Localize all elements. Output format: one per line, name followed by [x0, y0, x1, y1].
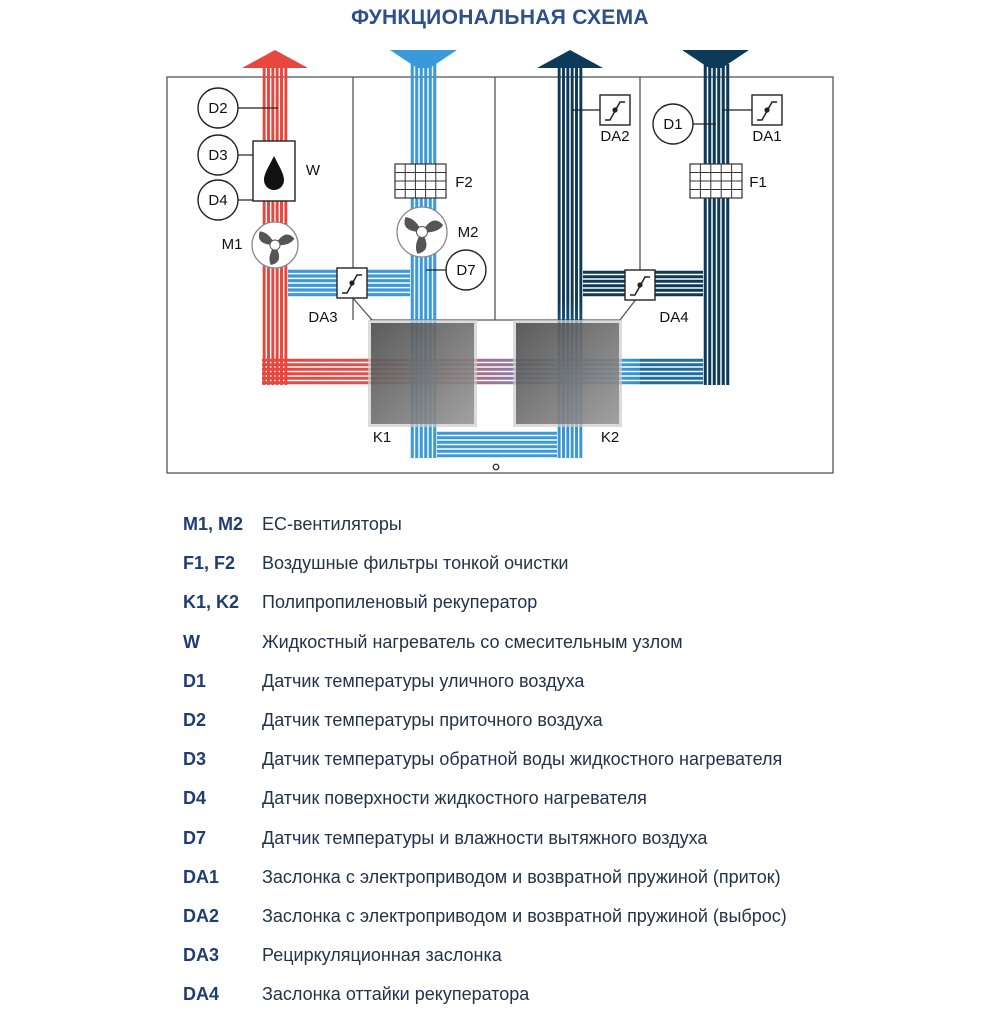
- page-title: ФУНКЦИОНАЛЬНАЯ СХЕМА: [351, 6, 649, 29]
- legend-description: Датчик температуры уличного воздуха: [262, 670, 585, 691]
- legend-key: DA3: [183, 945, 220, 966]
- legend-description: Датчик температуры приточного воздуха: [262, 710, 603, 731]
- legend-row: K1, K2 Полипропиленовый рекуператор: [183, 583, 983, 622]
- legend-row: D3 Датчик температуры обратной воды жидко…: [183, 740, 983, 779]
- functional-diagram: D2 D3 D4 W M1 DA3 F2 M2 D7 DA2 D1 DA1 F1 DA4 K1 K2: [166, 50, 834, 474]
- supply-outlet-arrow: [242, 50, 308, 68]
- legend-row: DA2 Заслонка с электроприводом и возвратн…: [183, 897, 983, 936]
- extract-bottom-duct: [437, 431, 557, 458]
- legend-row: D4 Датчик поверхности жидкостного нагрева…: [183, 779, 983, 818]
- label-da1: DA1: [752, 128, 781, 145]
- drain-icon: [492, 463, 500, 471]
- label-da2: DA2: [600, 128, 629, 145]
- label-k1: K1: [373, 429, 391, 446]
- legend-key: DA2: [183, 905, 220, 926]
- label-d1: D1: [663, 116, 682, 133]
- legend-key: DA4: [183, 984, 220, 1005]
- legend-description: Датчик температуры и влажности вытяжного…: [262, 827, 708, 848]
- outdoor-horizontal-duct: [640, 358, 703, 385]
- label-da3: DA3: [308, 309, 337, 326]
- filter-f1-icon: [689, 163, 743, 199]
- water-drop-icon: [264, 156, 284, 190]
- sensor-d7-icon: [445, 249, 487, 291]
- label-m1: M1: [222, 236, 243, 253]
- legend-key: K1, K2: [183, 592, 240, 613]
- legend-description: Воздушные фильтры тонкой очистки: [262, 553, 569, 574]
- unit-frame: [166, 76, 834, 474]
- legend-row: D7 Датчик температуры и влажности вытяжно…: [183, 819, 983, 858]
- legend-key: F1, F2: [183, 553, 236, 574]
- label-da4: DA4: [659, 309, 688, 326]
- sensor-d1-icon: [652, 103, 694, 145]
- legend-row: W Жидкостный нагреватель со смесительным …: [183, 623, 983, 662]
- legend-description: Датчик температуры обратной воды жидкост…: [262, 749, 783, 770]
- legend-description: Заслонка с электроприводом и возвратной …: [262, 905, 787, 926]
- extract-inlet-funnel: [390, 50, 457, 68]
- label-d2: D2: [208, 100, 227, 117]
- legend-key: D4: [183, 788, 207, 809]
- outdoor-inlet-funnel: [682, 50, 749, 68]
- label-d4: D4: [208, 192, 227, 209]
- label-d7: D7: [456, 262, 475, 279]
- recuperator-k1: [371, 323, 474, 424]
- legend-row: D2 Датчик температуры приточного воздуха: [183, 701, 983, 740]
- label-w: W: [306, 162, 321, 179]
- legend-row: DA3 Рециркуляционная заслонка: [183, 936, 983, 975]
- label-m2: M2: [458, 224, 479, 241]
- label-k2: K2: [601, 429, 619, 446]
- legend-row: M1, M2 ЕС-вентиляторы: [183, 505, 983, 544]
- sensor-d3-icon: [197, 134, 239, 176]
- legend-key: D7: [183, 827, 207, 848]
- label-f1: F1: [749, 174, 767, 191]
- legend-row: DA4 Заслонка оттайки рекуператора: [183, 975, 983, 1014]
- fan-m1-icon: [251, 221, 299, 269]
- legend-description: ЕС-вентиляторы: [262, 514, 402, 535]
- legend-description: Рециркуляционная заслонка: [262, 945, 502, 966]
- legend: M1, M2 ЕС-вентиляторы F1, F2 Воздушные филь…: [183, 505, 983, 1014]
- legend-description: Датчик поверхности жидкостного нагревате…: [262, 788, 647, 809]
- sensor-d2-icon: [197, 87, 239, 129]
- legend-description: Полипропиленовый рекуператор: [262, 592, 538, 613]
- outdoor-duct: [703, 64, 730, 385]
- sensor-d4-icon: [197, 179, 239, 221]
- legend-description: Жидкостный нагреватель со смесительным у…: [262, 631, 683, 652]
- legend-description: Заслонка оттайки рекуператора: [262, 984, 530, 1005]
- legend-key: M1, M2: [183, 514, 244, 535]
- legend-key: D1: [183, 670, 207, 691]
- legend-description: Заслонка с электроприводом и возвратной …: [262, 866, 781, 887]
- legend-row: DA1 Заслонка с электроприводом и возвратн…: [183, 858, 983, 897]
- filter-f2-icon: [394, 163, 447, 199]
- exhaust-outlet-arrow: [537, 50, 603, 68]
- legend-key: D3: [183, 749, 207, 770]
- label-f2: F2: [455, 174, 473, 191]
- legend-row: D1 Датчик температуры уличного воздуха: [183, 662, 983, 701]
- legend-key: DA1: [183, 866, 220, 887]
- legend-row: F1, F2 Воздушные фильтры тонкой очистки: [183, 544, 983, 583]
- recuperator-k2: [516, 323, 619, 424]
- legend-key: W: [183, 631, 200, 652]
- label-d3: D3: [208, 147, 227, 164]
- fan-m2-icon: [396, 206, 448, 258]
- legend-key: D2: [183, 710, 207, 731]
